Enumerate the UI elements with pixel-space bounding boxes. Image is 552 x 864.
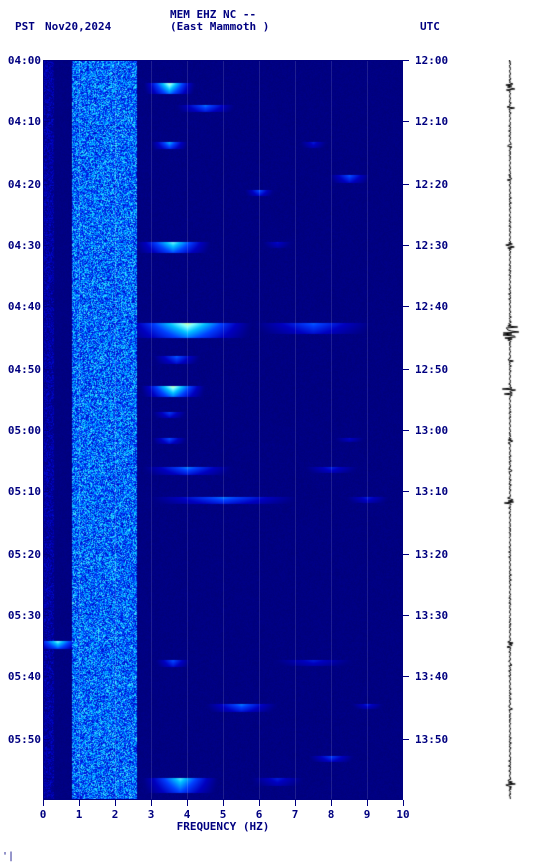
ytick-left: 05:00 <box>1 424 41 437</box>
xtick: 4 <box>184 808 191 821</box>
y-axis-right-utc: 12:0012:1012:2012:3012:4012:5013:0013:10… <box>403 60 463 800</box>
date-label: Nov20,2024 <box>45 20 111 33</box>
xtick: 10 <box>396 808 409 821</box>
xtick: 1 <box>76 808 83 821</box>
pst-label: PST <box>15 20 35 33</box>
ytick-right: 13:20 <box>415 548 448 561</box>
xtick: 8 <box>328 808 335 821</box>
ytick-right: 13:50 <box>415 733 448 746</box>
ytick-left: 04:00 <box>1 54 41 67</box>
ytick-left: 05:50 <box>1 733 41 746</box>
xtick: 9 <box>364 808 371 821</box>
ytick-right: 13:40 <box>415 670 448 683</box>
seismogram-canvas <box>490 60 530 800</box>
xtick: 0 <box>40 808 47 821</box>
ytick-left: 04:10 <box>1 115 41 128</box>
ytick-right: 12:50 <box>415 363 448 376</box>
ytick-left: 05:40 <box>1 670 41 683</box>
ytick-right: 12:10 <box>415 115 448 128</box>
ytick-right: 13:30 <box>415 609 448 622</box>
ytick-left: 04:50 <box>1 363 41 376</box>
ytick-left: 05:10 <box>1 485 41 498</box>
ytick-left: 04:40 <box>1 300 41 313</box>
ytick-right: 13:00 <box>415 424 448 437</box>
spectrogram-panel <box>43 60 403 800</box>
ytick-right: 12:40 <box>415 300 448 313</box>
station-name: (East Mammoth ) <box>170 20 269 33</box>
x-axis-frequency: FREQUENCY (HZ) 012345678910 <box>43 800 403 840</box>
ytick-left: 05:30 <box>1 609 41 622</box>
ytick-right: 12:20 <box>415 178 448 191</box>
ytick-right: 13:10 <box>415 485 448 498</box>
ytick-left: 04:30 <box>1 239 41 252</box>
xtick: 7 <box>292 808 299 821</box>
footer-mark: '| <box>2 851 14 862</box>
xtick: 5 <box>220 808 227 821</box>
spectrogram-canvas <box>43 60 403 800</box>
ytick-left: 05:20 <box>1 548 41 561</box>
ytick-right: 12:30 <box>415 239 448 252</box>
xtick: 2 <box>112 808 119 821</box>
utc-label: UTC <box>420 20 440 33</box>
xtick: 6 <box>256 808 263 821</box>
xtick: 3 <box>148 808 155 821</box>
seismogram-panel <box>490 60 530 800</box>
x-axis-label: FREQUENCY (HZ) <box>43 820 403 833</box>
y-axis-left-pst: 04:0004:1004:2004:3004:4004:5005:0005:10… <box>0 60 43 800</box>
ytick-left: 04:20 <box>1 178 41 191</box>
ytick-right: 12:00 <box>415 54 448 67</box>
